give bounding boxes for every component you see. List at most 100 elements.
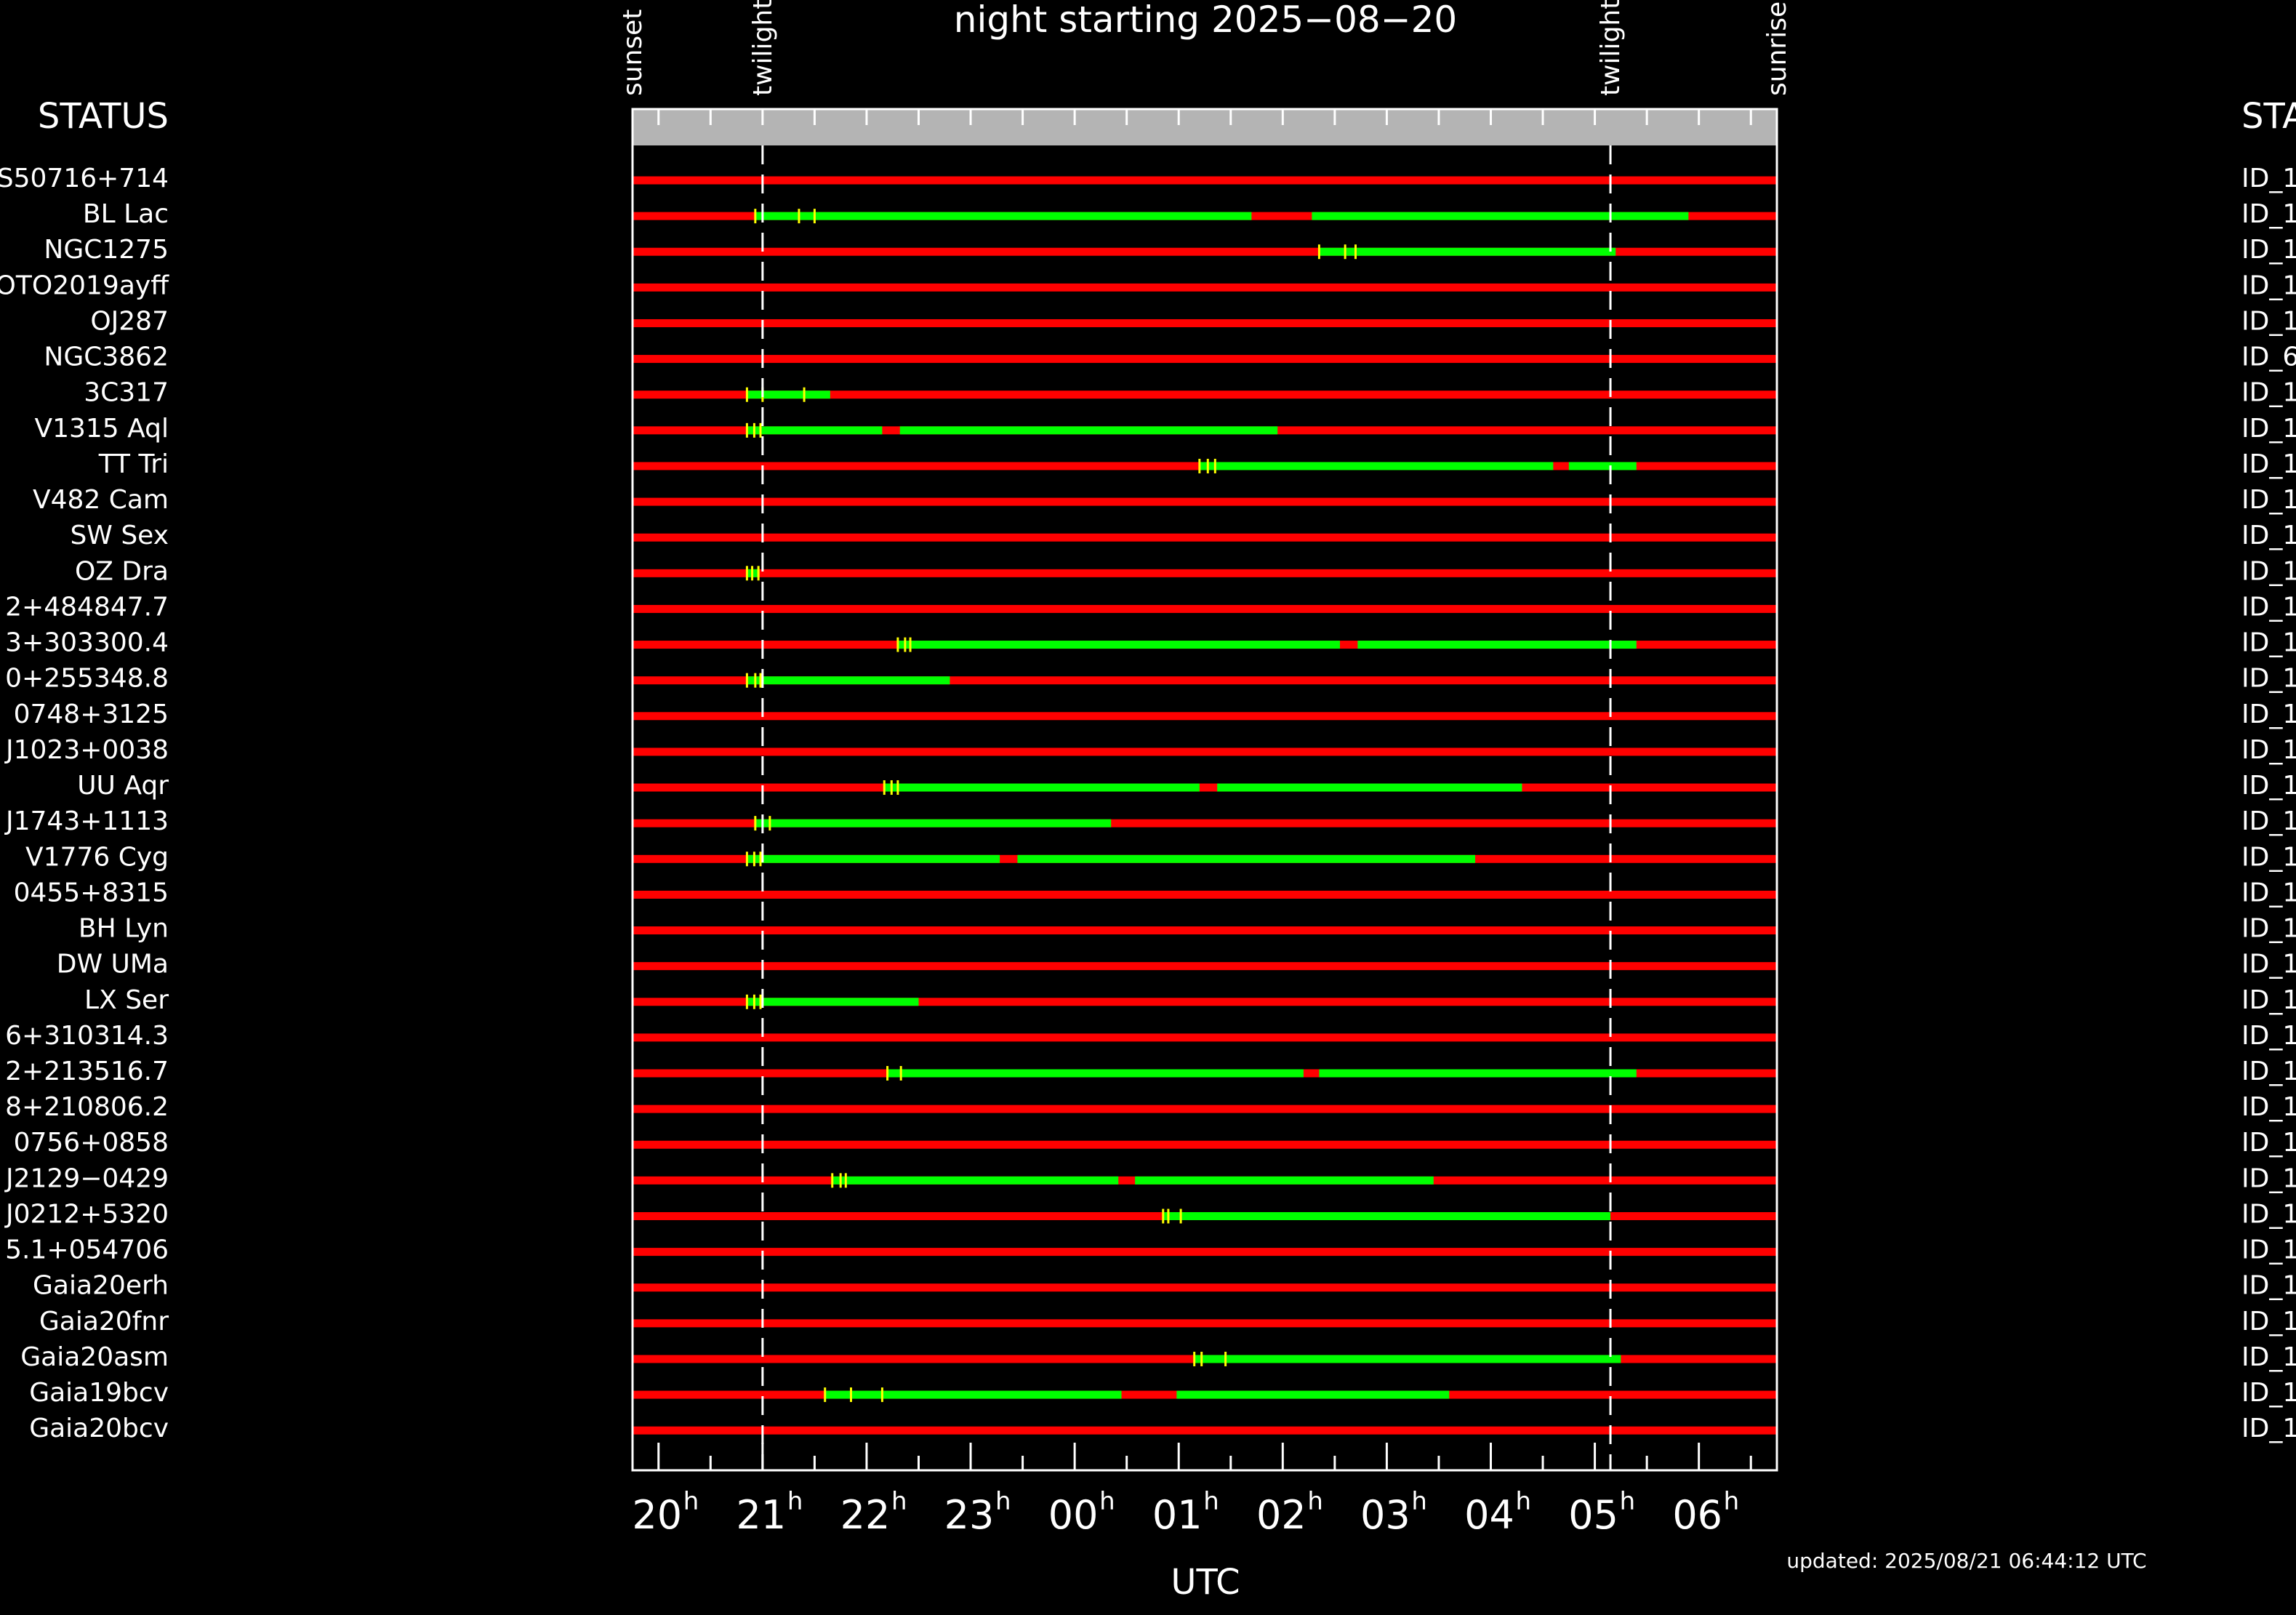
target-name: 2+213516.7 — [5, 1057, 169, 1086]
x-tick-suffix: h — [1411, 1487, 1427, 1516]
target-name: OJ287 — [90, 306, 169, 336]
target-name: UU Aqr — [77, 771, 169, 801]
bar-observable — [747, 390, 830, 399]
bar-not-observable — [633, 1248, 1777, 1257]
bar-observable — [1163, 1211, 1611, 1220]
event-label-sunrise: sunrise — [1762, 1, 1792, 96]
x-tick-label: 06 — [1672, 1492, 1722, 1538]
target-status-id: ID_1 — [2241, 306, 2296, 336]
target-name: S50716+714 — [0, 164, 169, 193]
target-status-id: ID_1 — [2241, 1414, 2296, 1443]
bar-not-observable — [633, 604, 1777, 613]
bar-observable — [747, 676, 950, 685]
bar-not-observable — [633, 819, 1777, 827]
bar-observable — [755, 212, 1252, 220]
target-name: 0+255348.8 — [5, 664, 169, 694]
bar-not-observable — [633, 926, 1777, 935]
target-status-id: ID_1 — [2241, 556, 2296, 586]
target-status-id: ID_1 — [2241, 1271, 2296, 1301]
target-row: V1315 Aql ID_1 — [34, 414, 2296, 444]
bar-not-observable — [633, 1426, 1777, 1435]
bar-not-observable — [633, 748, 1777, 756]
target-row: SW Sex ID_1 — [70, 521, 2296, 550]
bar-observable — [824, 1390, 1122, 1399]
bar-not-observable — [633, 1105, 1777, 1113]
target-status-id: ID_1 — [2241, 628, 2296, 658]
x-tick-label: 22 — [840, 1492, 891, 1538]
target-status-id: ID_1 — [2241, 1378, 2296, 1408]
target-row: OZ Dra ID_1 — [75, 556, 2296, 586]
target-status-id: ID_1 — [2241, 592, 2296, 622]
target-status-id: ID_1 — [2241, 1235, 2296, 1265]
bar-observable — [897, 641, 1341, 649]
bar-observable — [1194, 1355, 1621, 1363]
bar-observable — [747, 426, 883, 435]
target-name: NGC3862 — [44, 342, 169, 372]
target-status-id: ID_1 — [2241, 1021, 2296, 1051]
target-status-id: ID_1 — [2241, 485, 2296, 515]
target-row: Gaia20fnr ID_1 — [39, 1307, 2296, 1337]
target-name: OTO2019ayff — [0, 270, 169, 300]
target-name: 8+210806.2 — [5, 1092, 169, 1122]
x-tick-suffix: h — [995, 1487, 1011, 1516]
target-status-id: ID_1 — [2241, 914, 2296, 944]
x-tick-suffix: h — [1099, 1487, 1115, 1516]
target-status-id: ID_1 — [2241, 378, 2296, 408]
x-tick-suffix: h — [1307, 1487, 1323, 1516]
bar-not-observable — [633, 355, 1777, 364]
target-name: Gaia19bcv — [29, 1378, 169, 1408]
target-status-id: ID_1 — [2241, 414, 2296, 444]
bar-not-observable — [633, 962, 1777, 971]
target-name: OZ Dra — [75, 556, 169, 586]
target-row: Gaia20erh ID_1 — [33, 1271, 2296, 1301]
target-row: 8+210806.2 ID_1 — [5, 1092, 2296, 1122]
target-name: J1023+0038 — [4, 735, 169, 765]
bar-not-observable — [633, 1319, 1777, 1328]
target-status-id: ID_1 — [2241, 1342, 2296, 1372]
x-tick-label: 02 — [1256, 1492, 1306, 1538]
bar-observable — [1568, 462, 1637, 470]
target-name: 3C317 — [84, 378, 169, 408]
bar-observable — [1017, 854, 1476, 863]
target-row: J2129−0429 ID_1 — [4, 1163, 2296, 1193]
target-row: BL Lac ID_1 — [83, 199, 2296, 229]
target-row: 0756+0858 ID_1 — [14, 1128, 2296, 1158]
target-status-id: ID_1 — [2241, 199, 2296, 229]
bar-not-observable — [633, 497, 1777, 506]
target-row: V1776 Cyg ID_1 — [25, 842, 2296, 872]
target-status-id: ID_1 — [2241, 735, 2296, 765]
target-name: 0455+8315 — [14, 878, 169, 907]
bar-not-observable — [633, 390, 1777, 399]
event-label-twilight: twilight — [1596, 0, 1626, 96]
target-status-id: ID_1 — [2241, 1199, 2296, 1229]
bar-not-observable — [633, 998, 1777, 1006]
header-band-fill — [633, 109, 1777, 145]
target-name: 0748+3125 — [14, 700, 169, 729]
bar-not-observable — [633, 1033, 1777, 1042]
x-tick-label: 03 — [1360, 1492, 1410, 1538]
target-status-id: ID_1 — [2241, 270, 2296, 300]
event-lines: sunset twilight twilight sunrise — [618, 0, 1792, 1470]
target-row: Gaia20asm ID_1 — [20, 1342, 2296, 1372]
target-status-id: ID_1 — [2241, 1057, 2296, 1086]
bar-observable — [1357, 641, 1637, 649]
target-status-id: ID_1 — [2241, 700, 2296, 729]
target-status-id: ID_1 — [2241, 878, 2296, 907]
chart-title: night starting 2025−08−20 — [954, 0, 1457, 41]
target-name: J1743+1113 — [4, 806, 169, 836]
x-tick-suffix: h — [1516, 1487, 1532, 1516]
target-name: 0756+0858 — [14, 1128, 169, 1158]
target-status-id: ID_1 — [2241, 164, 2296, 193]
status-header-left: STATUS — [38, 96, 169, 137]
target-name: NGC1275 — [44, 235, 169, 265]
bar-not-observable — [633, 783, 1777, 792]
target-row: Gaia20bcv ID_1 — [29, 1414, 2296, 1443]
x-axis-label: UTC — [1171, 1562, 1240, 1603]
target-status-id: ID_1 — [2241, 521, 2296, 550]
bar-observable — [1319, 1069, 1637, 1078]
target-row: 3C317 ID_1 — [84, 378, 2296, 408]
target-status-id: ID_1 — [2241, 1163, 2296, 1193]
target-name: TT Tri — [98, 449, 169, 479]
